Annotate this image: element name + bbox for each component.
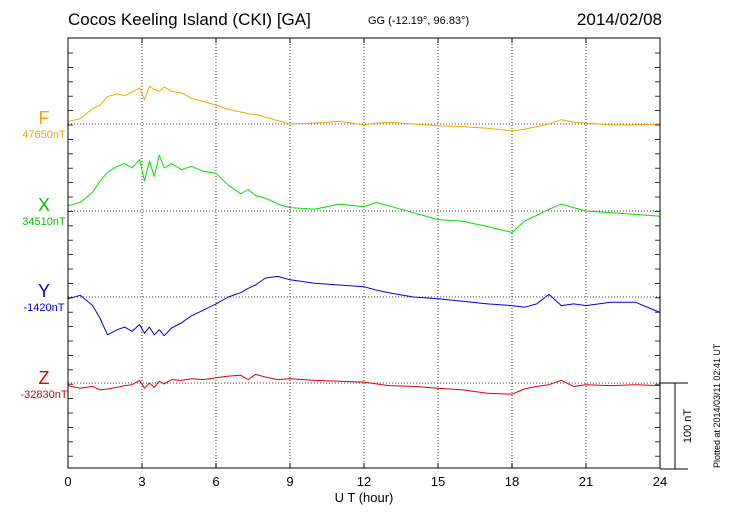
component-label-z: Z -32830nT [14,368,74,402]
series-line-x [67,154,661,233]
plot-frame [67,37,661,469]
station-coordinates: GG (-12.19°, 96.83°) [368,15,470,27]
scale-bar: 100 nT [660,382,694,470]
component-baseline-y: -1420nT [23,302,65,314]
component-baseline-f: 47650nT [22,129,66,141]
x-tick-label: 24 [653,474,667,489]
grid-lines [68,38,660,468]
component-letter-x: X [37,195,50,215]
x-axis-label: U T (hour) [335,490,394,505]
component-label-f: F 47650nT [14,108,74,142]
chart-date: 2014/02/08 [576,10,662,29]
scale-bar-label: 100 nT [682,409,694,444]
x-tick-label: 9 [286,474,293,489]
series-line-f [67,85,661,132]
x-tick-label: 18 [505,474,519,489]
component-label-y: Y -1420nT [14,281,74,315]
chart-title: Cocos Keeling Island (CKI) [GA] [68,10,311,29]
x-axis-ticks: 0 3 6 9 12 15 18 21 24 [64,38,667,489]
component-baseline-x: 34510nT [22,216,66,228]
x-tick-label: 0 [64,474,71,489]
component-letter-z: Z [38,368,50,388]
component-baseline-z: -32830nT [20,389,68,401]
x-tick-label: 12 [357,474,371,489]
series-line-y [67,275,661,337]
series-layer [67,85,661,395]
component-letter-f: F [38,108,50,128]
component-letter-y: Y [37,281,50,301]
x-tick-label: 3 [138,474,145,489]
x-tick-label: 6 [212,474,219,489]
x-tick-label: 15 [431,474,445,489]
x-tick-label: 21 [579,474,593,489]
component-label-x: X 34510nT [14,195,74,229]
series-line-z [67,373,661,395]
